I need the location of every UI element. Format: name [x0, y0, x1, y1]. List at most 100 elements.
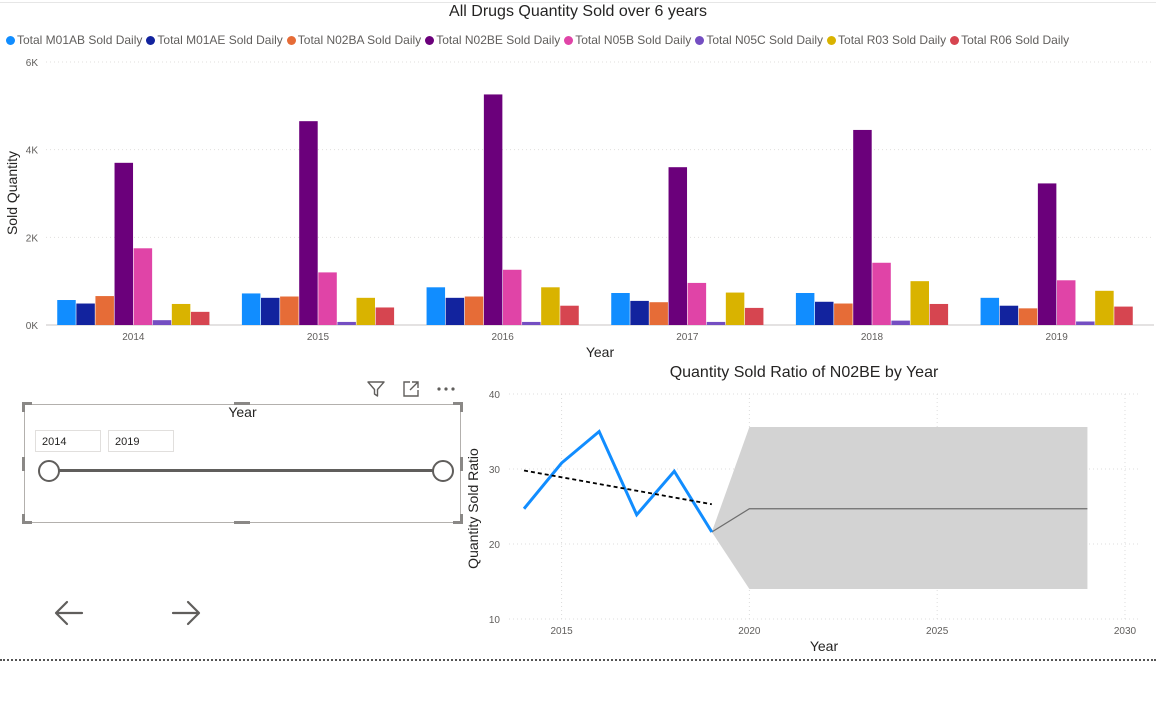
- legend-item[interactable]: Total M01AE Sold Daily: [146, 33, 283, 47]
- data-point[interactable]: [672, 469, 676, 473]
- bar[interactable]: [853, 129, 872, 325]
- legend-label: Total M01AB Sold Daily: [17, 33, 143, 47]
- bar[interactable]: [744, 307, 764, 325]
- bar[interactable]: [483, 94, 503, 325]
- bar[interactable]: [171, 303, 191, 325]
- bar[interactable]: [611, 293, 630, 325]
- data-point[interactable]: [597, 430, 601, 434]
- bar[interactable]: [445, 297, 465, 325]
- ratio-line[interactable]: [522, 429, 714, 533]
- legend-marker: [286, 35, 296, 45]
- resize-handle[interactable]: [460, 457, 463, 471]
- bar[interactable]: [522, 321, 541, 325]
- resize-handle[interactable]: [22, 521, 32, 524]
- bar[interactable]: [76, 303, 95, 325]
- bar[interactable]: [815, 301, 834, 325]
- bar[interactable]: [1114, 306, 1133, 325]
- resize-handle[interactable]: [460, 402, 463, 412]
- legend-item[interactable]: Total R03 Sold Daily: [827, 33, 946, 47]
- legend-item[interactable]: Total N05C Sold Daily: [695, 33, 823, 47]
- data-point[interactable]: [635, 513, 639, 517]
- x-tick-label: 2014: [122, 332, 145, 343]
- bar[interactable]: [910, 281, 930, 325]
- bar[interactable]: [280, 296, 299, 325]
- bar[interactable]: [560, 305, 579, 325]
- bar[interactable]: [426, 287, 446, 325]
- bar[interactable]: [872, 262, 891, 325]
- bar[interactable]: [668, 167, 688, 325]
- slider-start-handle[interactable]: [38, 460, 60, 482]
- slider-end-handle[interactable]: [432, 460, 454, 482]
- bar[interactable]: [649, 302, 668, 325]
- bar[interactable]: [706, 321, 726, 325]
- bar[interactable]: [1018, 308, 1038, 325]
- arrow-left-icon[interactable]: [52, 598, 86, 628]
- bar[interactable]: [133, 248, 153, 325]
- legend-item[interactable]: Total N02BA Sold Daily: [286, 33, 421, 47]
- resize-handle[interactable]: [460, 514, 463, 524]
- y-tick-label: 30: [489, 465, 501, 476]
- data-point[interactable]: [522, 507, 526, 511]
- resize-handle[interactable]: [22, 514, 25, 524]
- year-slicer: [24, 404, 461, 523]
- bar[interactable]: [152, 320, 172, 325]
- y-tick-label: 40: [489, 390, 501, 401]
- bar[interactable]: [1076, 321, 1095, 325]
- bar[interactable]: [57, 300, 76, 325]
- bar[interactable]: [356, 297, 376, 325]
- bar[interactable]: [725, 292, 745, 325]
- focus-mode-icon[interactable]: [401, 379, 421, 399]
- data-point[interactable]: [710, 530, 714, 534]
- resize-handle[interactable]: [22, 402, 32, 405]
- line-chart-title: Quantity Sold Ratio of N02BE by Year: [670, 364, 939, 381]
- bar[interactable]: [795, 293, 815, 325]
- legend-item[interactable]: Total N05B Sold Daily: [564, 33, 691, 47]
- bar[interactable]: [375, 307, 395, 325]
- bar[interactable]: [687, 282, 707, 325]
- forecast-line: [711, 508, 1088, 533]
- legend-label: Total N05B Sold Daily: [575, 33, 692, 47]
- bar[interactable]: [891, 320, 910, 325]
- bar[interactable]: [95, 296, 114, 325]
- legend-item[interactable]: Total N02BE Sold Daily: [425, 33, 560, 47]
- bar[interactable]: [190, 311, 210, 325]
- bar[interactable]: [980, 297, 1000, 325]
- bar[interactable]: [1037, 183, 1057, 325]
- start-year-input[interactable]: 2014: [35, 430, 101, 452]
- bar[interactable]: [541, 287, 560, 325]
- bar[interactable]: [834, 303, 853, 325]
- bar[interactable]: [318, 272, 337, 325]
- resize-handle[interactable]: [22, 402, 25, 412]
- arrow-right-icon[interactable]: [169, 598, 203, 628]
- bar[interactable]: [337, 321, 356, 325]
- bar[interactable]: [502, 269, 522, 325]
- bar[interactable]: [1095, 290, 1114, 325]
- bar[interactable]: [630, 300, 649, 325]
- bar[interactable]: [114, 162, 134, 325]
- resize-handle[interactable]: [453, 402, 463, 405]
- slider-track[interactable]: [48, 469, 444, 472]
- bar[interactable]: [999, 305, 1019, 325]
- bar[interactable]: [1056, 280, 1076, 325]
- legend-label: Total M01AE Sold Daily: [157, 33, 283, 47]
- legend-item[interactable]: Total M01AB Sold Daily: [6, 33, 142, 47]
- x-tick-label: 2015: [307, 332, 330, 343]
- bar[interactable]: [261, 297, 280, 325]
- legend-item[interactable]: Total R06 Sold Daily: [950, 33, 1069, 47]
- trend-line: [523, 469, 712, 506]
- resize-handle[interactable]: [234, 402, 250, 405]
- resize-handle[interactable]: [234, 521, 250, 524]
- bar[interactable]: [929, 303, 949, 325]
- x-tick-label: 2020: [738, 626, 761, 637]
- filter-icon[interactable]: [366, 379, 386, 399]
- end-year-input[interactable]: 2019: [108, 430, 174, 452]
- resize-handle[interactable]: [22, 457, 25, 471]
- bar[interactable]: [464, 296, 484, 325]
- bar[interactable]: [241, 293, 261, 325]
- x-tick-label: 2017: [676, 332, 699, 343]
- bar[interactable]: [299, 121, 318, 325]
- line-chart: Quantity Sold Ratio of N02BE by Year 10 20…: [465, 364, 1140, 654]
- data-point[interactable]: [560, 461, 564, 465]
- resize-handle[interactable]: [453, 521, 463, 524]
- more-options-icon[interactable]: [435, 379, 457, 399]
